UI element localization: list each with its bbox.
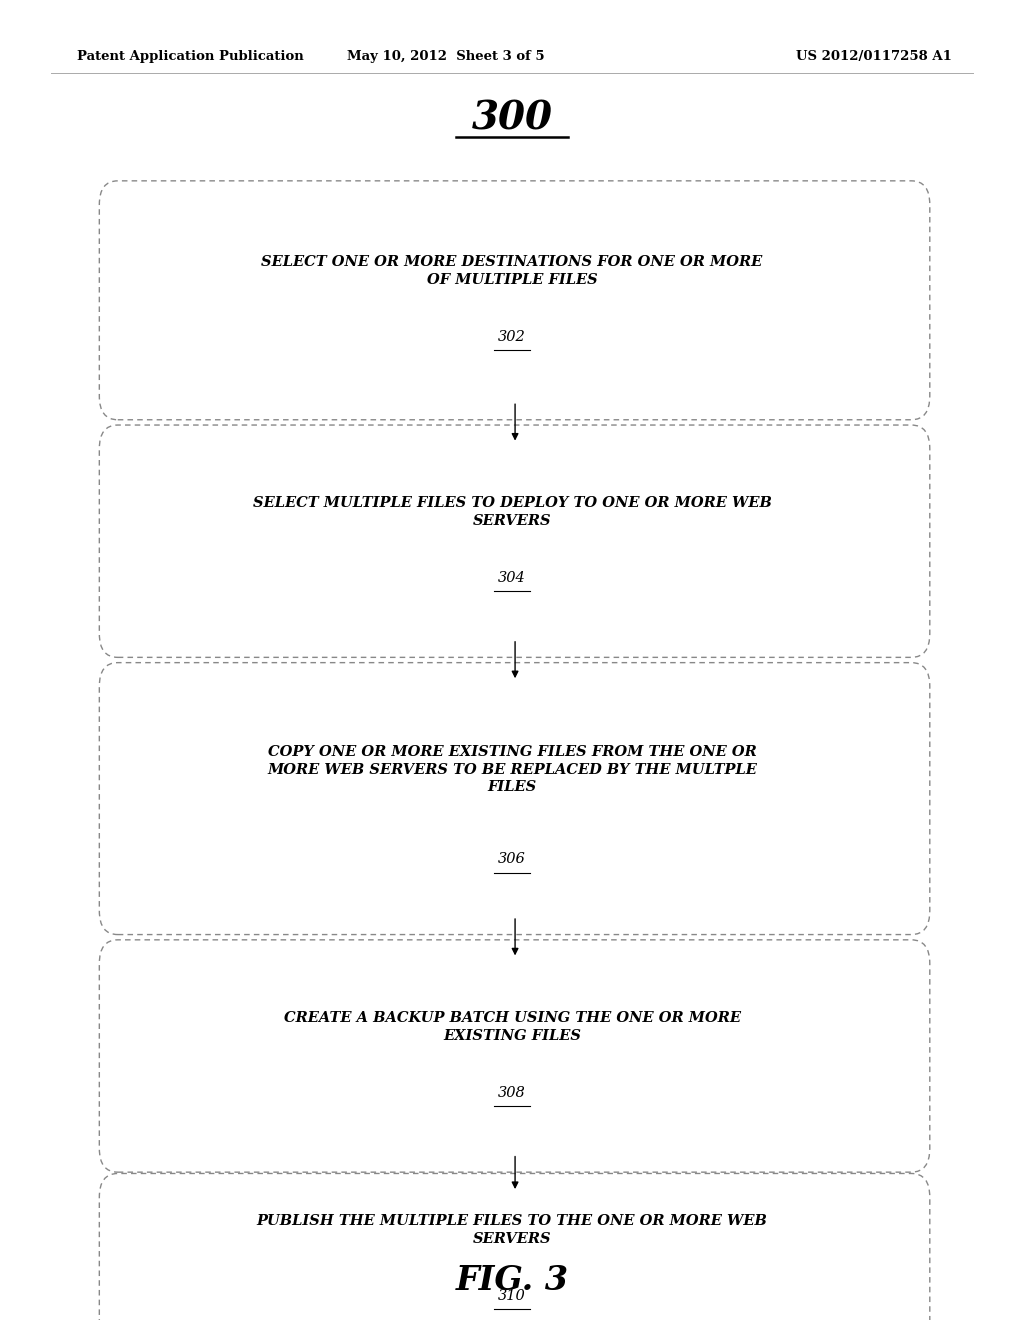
Text: SELECT ONE OR MORE DESTINATIONS FOR ONE OR MORE
OF MULTIPLE FILES: SELECT ONE OR MORE DESTINATIONS FOR ONE … xyxy=(261,255,763,288)
Text: FIG. 3: FIG. 3 xyxy=(456,1265,568,1296)
FancyBboxPatch shape xyxy=(99,663,930,935)
FancyBboxPatch shape xyxy=(99,1173,930,1320)
Text: COPY ONE OR MORE EXISTING FILES FROM THE ONE OR
MORE WEB SERVERS TO BE REPLACED : COPY ONE OR MORE EXISTING FILES FROM THE… xyxy=(267,744,757,795)
Text: 308: 308 xyxy=(498,1086,526,1100)
FancyBboxPatch shape xyxy=(99,425,930,657)
Text: May 10, 2012  Sheet 3 of 5: May 10, 2012 Sheet 3 of 5 xyxy=(347,50,544,63)
FancyBboxPatch shape xyxy=(99,181,930,420)
FancyBboxPatch shape xyxy=(99,940,930,1172)
Text: 304: 304 xyxy=(498,572,526,585)
Text: 306: 306 xyxy=(498,853,526,866)
Text: CREATE A BACKUP BATCH USING THE ONE OR MORE
EXISTING FILES: CREATE A BACKUP BATCH USING THE ONE OR M… xyxy=(284,1011,740,1043)
Text: 302: 302 xyxy=(498,330,526,345)
Text: US 2012/0117258 A1: US 2012/0117258 A1 xyxy=(797,50,952,63)
Text: PUBLISH THE MULTIPLE FILES TO THE ONE OR MORE WEB
SERVERS: PUBLISH THE MULTIPLE FILES TO THE ONE OR… xyxy=(257,1213,767,1246)
Text: 310: 310 xyxy=(498,1288,526,1303)
Text: Patent Application Publication: Patent Application Publication xyxy=(77,50,303,63)
Text: SELECT MULTIPLE FILES TO DEPLOY TO ONE OR MORE WEB
SERVERS: SELECT MULTIPLE FILES TO DEPLOY TO ONE O… xyxy=(253,496,771,528)
Text: 300: 300 xyxy=(471,100,553,137)
